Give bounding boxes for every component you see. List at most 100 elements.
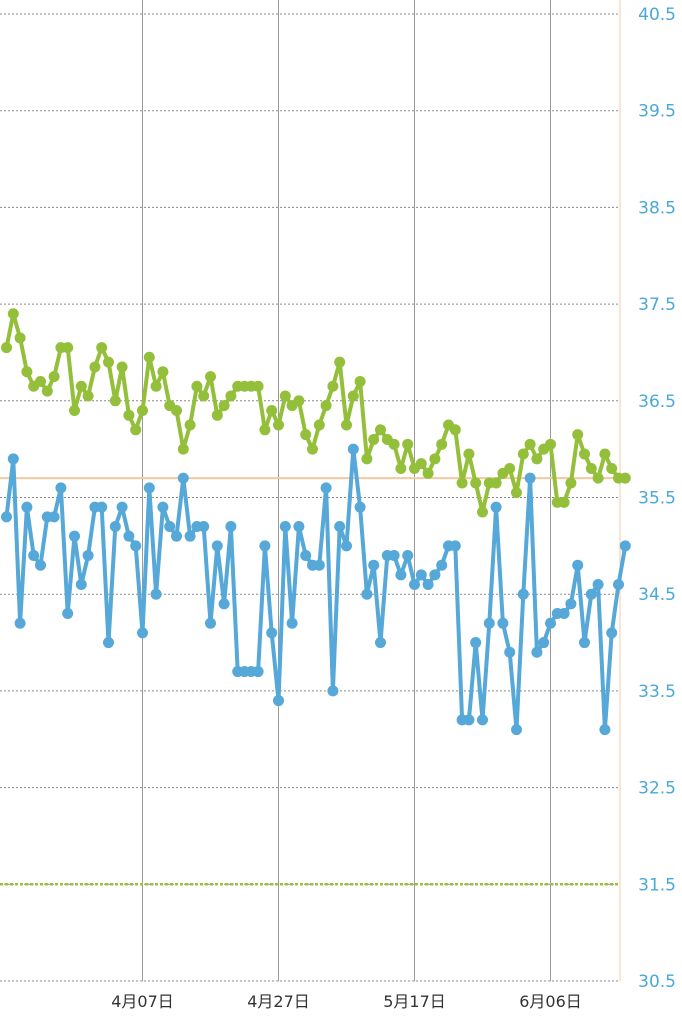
data-point bbox=[334, 356, 346, 368]
data-point bbox=[116, 361, 128, 373]
data-point bbox=[368, 559, 380, 571]
data-point bbox=[558, 608, 570, 620]
data-point bbox=[225, 521, 237, 533]
data-point bbox=[606, 627, 618, 639]
data-point bbox=[259, 540, 271, 552]
data-point bbox=[334, 521, 346, 533]
data-point bbox=[327, 380, 339, 392]
data-point bbox=[402, 550, 414, 562]
data-point bbox=[75, 579, 87, 591]
data-point bbox=[62, 342, 74, 354]
data-point bbox=[449, 540, 461, 552]
data-point bbox=[225, 390, 237, 402]
data-point bbox=[341, 419, 352, 431]
data-point bbox=[14, 617, 26, 629]
data-point bbox=[116, 501, 128, 513]
data-point bbox=[395, 569, 407, 581]
series-line bbox=[4, 311, 628, 514]
data-point bbox=[279, 390, 291, 402]
data-point bbox=[28, 550, 40, 562]
y-tick-label: 30.5 bbox=[638, 972, 676, 992]
data-point bbox=[320, 400, 332, 412]
data-point bbox=[436, 438, 448, 450]
data-point bbox=[619, 540, 631, 552]
data-point bbox=[21, 366, 33, 378]
data-point bbox=[524, 438, 536, 450]
data-point bbox=[218, 598, 230, 610]
data-point bbox=[7, 453, 19, 465]
data-point bbox=[517, 448, 529, 460]
data-point bbox=[415, 458, 427, 470]
data-point bbox=[143, 482, 155, 494]
data-point bbox=[470, 637, 482, 649]
data-point bbox=[252, 380, 264, 392]
data-point bbox=[599, 448, 611, 460]
data-point bbox=[517, 588, 529, 600]
data-point bbox=[538, 637, 550, 649]
data-point bbox=[307, 443, 318, 455]
grid bbox=[0, 0, 621, 982]
data-point bbox=[41, 385, 53, 397]
data-point bbox=[429, 569, 441, 581]
y-tick-label: 33.5 bbox=[638, 682, 676, 702]
data-point bbox=[82, 390, 94, 402]
data-point bbox=[286, 617, 298, 629]
data-point bbox=[35, 559, 46, 571]
data-point bbox=[599, 724, 611, 736]
data-point bbox=[524, 472, 536, 484]
x-tick-label: 6月06日 bbox=[519, 992, 582, 1011]
data-point bbox=[300, 550, 312, 562]
data-point bbox=[606, 462, 618, 474]
data-point bbox=[341, 540, 352, 552]
data-point bbox=[82, 550, 94, 562]
data-point bbox=[123, 530, 135, 542]
data-point bbox=[504, 462, 516, 474]
series-2 bbox=[1, 443, 631, 736]
data-point bbox=[177, 472, 189, 484]
data-point bbox=[579, 637, 590, 649]
data-point bbox=[48, 511, 60, 523]
data-point bbox=[191, 380, 203, 392]
x-tick-label: 4月27日 bbox=[247, 992, 310, 1011]
data-point bbox=[592, 579, 604, 591]
data-point bbox=[55, 482, 67, 494]
data-point bbox=[157, 366, 169, 378]
data-point bbox=[429, 453, 441, 465]
data-point bbox=[14, 332, 26, 344]
y-tick-label: 37.5 bbox=[638, 295, 676, 315]
data-point bbox=[137, 404, 148, 416]
data-point bbox=[313, 419, 325, 431]
x-axis-ticks: 4月07日 4月27日 5月17日 6月06日 bbox=[111, 992, 582, 1011]
data-point bbox=[171, 404, 182, 416]
y-tick-label: 32.5 bbox=[638, 779, 676, 799]
data-point bbox=[123, 409, 135, 421]
data-point bbox=[613, 579, 624, 591]
y-tick-label: 31.5 bbox=[638, 875, 676, 895]
y-tick-label: 35.5 bbox=[638, 489, 676, 509]
data-point bbox=[69, 404, 80, 416]
data-point bbox=[477, 506, 488, 518]
data-point bbox=[456, 477, 468, 489]
data-point bbox=[375, 637, 386, 649]
data-point bbox=[62, 608, 74, 620]
data-point bbox=[266, 404, 278, 416]
data-point bbox=[572, 559, 584, 571]
data-point bbox=[273, 419, 284, 431]
data-point bbox=[266, 627, 278, 639]
data-point bbox=[1, 511, 12, 523]
data-point bbox=[313, 559, 325, 571]
data-point bbox=[511, 487, 522, 499]
data-point bbox=[361, 453, 373, 465]
data-point bbox=[463, 448, 475, 460]
data-point bbox=[436, 559, 448, 571]
data-point bbox=[109, 521, 121, 533]
data-point bbox=[48, 371, 60, 383]
data-point bbox=[198, 521, 210, 533]
data-point bbox=[483, 617, 495, 629]
data-point bbox=[388, 438, 400, 450]
data-point bbox=[7, 308, 19, 320]
data-point bbox=[347, 443, 359, 455]
data-point bbox=[592, 472, 604, 484]
data-point bbox=[96, 501, 108, 513]
data-point bbox=[184, 419, 196, 431]
